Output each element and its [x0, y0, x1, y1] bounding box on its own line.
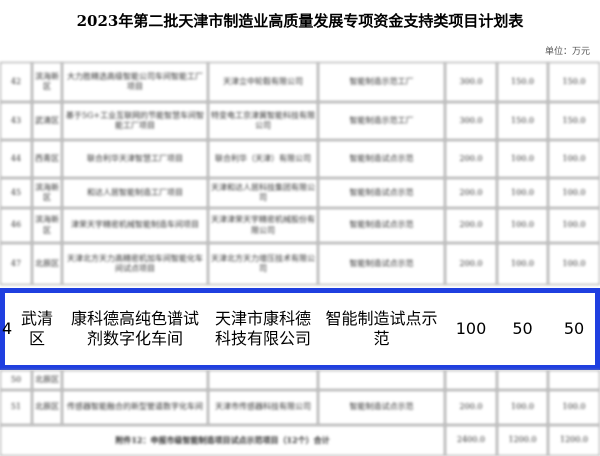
project-name: 联合利华天津智慧工厂项目: [62, 140, 208, 178]
row-number: 43: [0, 102, 32, 140]
other-funds: 150.0: [548, 62, 600, 102]
total-investment: 200.0: [445, 178, 497, 208]
other-funds: 50: [563, 319, 585, 338]
other-funds: 100.0: [548, 208, 600, 243]
row-number: 46: [0, 208, 32, 243]
row-number: 42: [0, 62, 32, 102]
subsidy: 100.0: [497, 178, 548, 208]
subsidy: 100.0: [497, 140, 548, 178]
row-number: 44: [0, 140, 32, 178]
company: [208, 370, 318, 390]
project-name: 津荣天宇精密机械智能制造车间项目: [62, 208, 208, 243]
district: 西青区: [32, 140, 62, 178]
project-name: [62, 370, 208, 390]
subsidy: [497, 370, 548, 390]
district: 武清区: [32, 102, 62, 140]
subsidy: 50: [512, 319, 533, 338]
project-type: [318, 370, 445, 390]
total-investment: [445, 370, 497, 390]
total-value: 1200.0: [548, 425, 600, 456]
company: 天津市康科德科技有限公司: [214, 309, 311, 348]
total-investment: 300.0: [445, 62, 497, 102]
district: 北辰区: [32, 243, 62, 285]
row-number: 49: [2, 319, 12, 338]
project-type: 智能制造试点示范: [318, 208, 445, 243]
total-investment: 200.0: [445, 208, 497, 243]
unit: 单位：万元: [544, 47, 590, 57]
other-funds: 150.0: [548, 102, 600, 140]
total-value: 2400.0: [445, 425, 497, 456]
project-name: 基于5G+工业互联网的节能智慧车间智能工厂项目: [62, 102, 208, 140]
total-investment: 300.0: [445, 102, 497, 140]
total-value: 1200.0: [497, 425, 548, 456]
other-funds: 100.0: [548, 140, 600, 178]
project-name: 传感器智能融合的新型管道数字化车间: [62, 390, 208, 425]
subsidy: 150.0: [497, 62, 548, 102]
project-type: 智能制造试点示范: [318, 140, 445, 178]
total-investment: 100: [455, 319, 487, 338]
project-type: 智能制造试点示范: [318, 243, 445, 285]
total-investment: 200.0: [445, 390, 497, 425]
project-type: 智能制造示范工厂: [318, 62, 445, 102]
project-name: 和达人居智能制造工厂项目: [62, 178, 208, 208]
company: 联合利华（天津）有限公司: [208, 140, 318, 178]
row-number: 50: [0, 370, 32, 390]
district: 滨海新区: [32, 178, 62, 208]
project-name: 天津北方天力高精密机加车间智能化车间试点项目: [62, 243, 208, 285]
total-investment: 200.0: [445, 243, 497, 285]
project-type: 智能制造试点示范: [325, 309, 438, 348]
project-name: 康科德高纯色谱试剂数字化车间: [70, 309, 199, 348]
subsidy: 150.0: [497, 102, 548, 140]
project-type: 智能制造示范工厂: [318, 102, 445, 140]
total-label: 附件12：申报市级智能制造项目试点示范项目（12个）合计: [0, 425, 445, 456]
other-funds: 100.0: [548, 178, 600, 208]
title: 2023年第二批天津市制造业高质量发展专项资金支持类项目计划表: [76, 12, 524, 30]
district: 武清区: [20, 309, 53, 348]
company: 特变电工京津冀智能科技有限公司: [208, 102, 318, 140]
company: 天津北方天力增压技术有限公司: [208, 243, 318, 285]
district: 北辰区: [32, 390, 62, 425]
other-funds: 100.0: [548, 390, 600, 425]
subsidy: 100.0: [497, 243, 548, 285]
row-number: 47: [0, 243, 32, 285]
total-investment: 200.0: [445, 140, 497, 178]
company: 天津立中轮毂有限公司: [208, 62, 318, 102]
project-name: 大力胜精选高级智能公司车间智能工厂项目: [62, 62, 208, 102]
other-funds: 100.0: [548, 243, 600, 285]
company: 天津市传感器科技有限公司: [208, 390, 318, 425]
row-number: 51: [0, 390, 32, 425]
subsidy: 100.0: [497, 390, 548, 425]
company: 天津和达人居科技集团有限公司: [208, 178, 318, 208]
highlight-row: [0, 288, 600, 370]
row-number: 45: [0, 178, 32, 208]
project-type: 智能制造试点示范: [318, 390, 445, 425]
district: 北辰区: [32, 370, 62, 390]
other-funds: [548, 370, 600, 390]
project-type: 智能制造试点示范: [318, 178, 445, 208]
district: 滨海新区: [32, 208, 62, 243]
company: 天津津荣天宇精密机械股份有限公司: [208, 208, 318, 243]
subsidy: 100.0: [497, 208, 548, 243]
district: 滨海新区: [32, 62, 62, 102]
